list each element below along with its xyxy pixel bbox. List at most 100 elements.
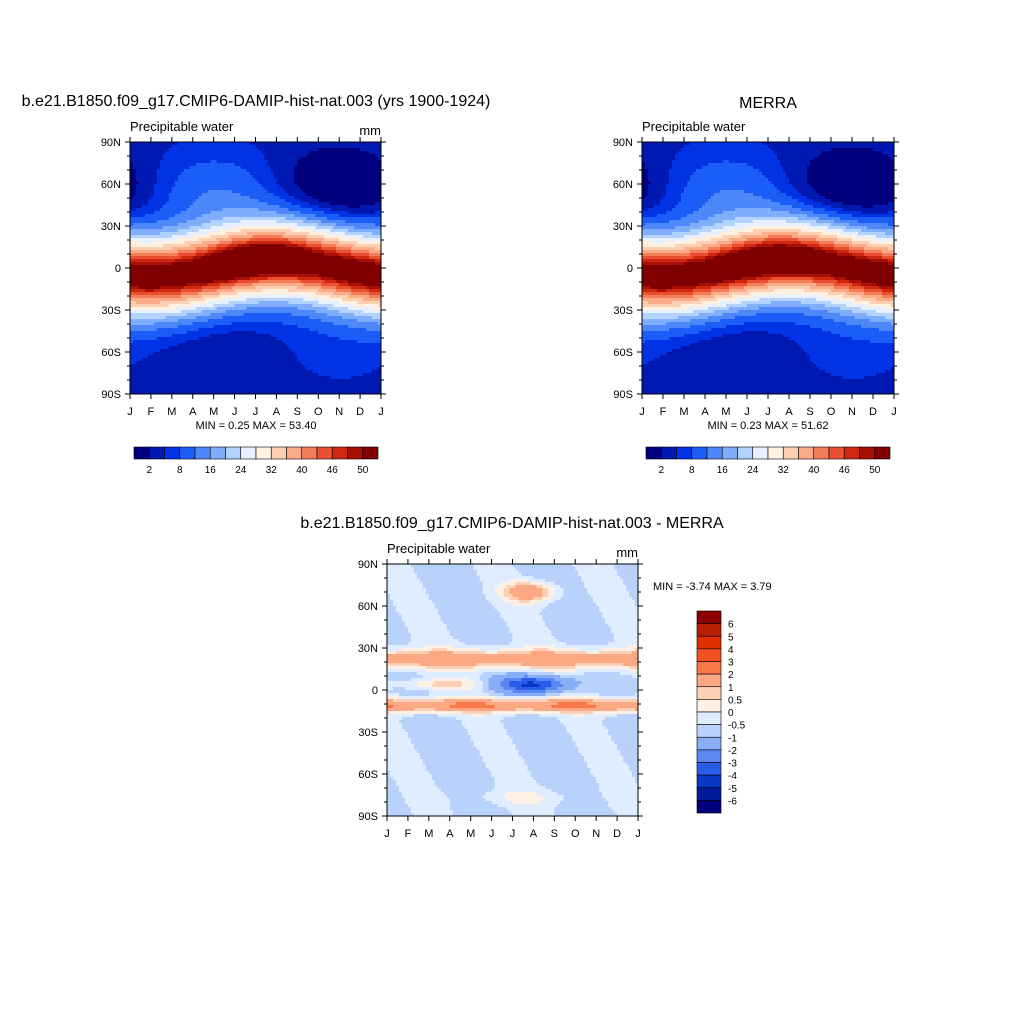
colorbar-label: 24 <box>747 465 759 476</box>
x-tick-label: M <box>167 406 176 418</box>
colorbar-swatch <box>798 446 815 460</box>
colorbar-label: 4 <box>728 645 734 656</box>
y-tick-label: 90N <box>613 137 633 149</box>
y-tick-label: 30N <box>101 221 121 233</box>
colorbar-label: 3 <box>728 658 734 669</box>
colorbar-swatch <box>179 446 196 460</box>
x-tick-label: J <box>635 828 641 840</box>
colorbar-swatch <box>240 446 257 460</box>
x-tick-label: D <box>869 406 877 418</box>
colorbar-swatch <box>696 686 722 700</box>
x-tick-label: N <box>592 828 600 840</box>
y-tick-label: 30N <box>358 643 378 655</box>
y-tick-label: 60S <box>613 347 633 359</box>
colorbar-label: -3 <box>728 759 737 770</box>
x-tick-label: F <box>148 406 155 418</box>
x-tick-label: O <box>314 406 323 418</box>
colorbar-label: -2 <box>728 746 737 757</box>
heatmap-field <box>387 564 638 816</box>
colorbar-label: 2 <box>728 670 734 681</box>
colorbar-swatch <box>164 446 181 460</box>
colorbar-swatch <box>737 446 754 460</box>
colorbar-swatch <box>270 446 287 460</box>
colorbar-swatch <box>874 446 891 460</box>
colorbar-label: 5 <box>728 632 734 643</box>
x-tick-label: N <box>335 406 343 418</box>
colorbar-swatch <box>696 762 722 776</box>
x-tick-label: M <box>721 406 730 418</box>
x-tick-label: M <box>679 406 688 418</box>
colorbar-swatch <box>696 610 722 624</box>
y-tick-label: 60S <box>101 347 121 359</box>
min-max-stats: MIN = -3.74 MAX = 3.79 <box>653 581 772 593</box>
colorbar-swatch <box>255 446 272 460</box>
colorbar-label: -0.5 <box>728 721 746 732</box>
x-tick-label: O <box>571 828 580 840</box>
colorbar-swatch <box>194 446 211 460</box>
variable-label: Precipitable water <box>387 541 491 556</box>
colorbar-label: -5 <box>728 784 737 795</box>
colorbar-swatch <box>813 446 830 460</box>
y-tick-label: 90S <box>101 389 121 401</box>
y-tick-label: 0 <box>372 685 378 697</box>
panel-model: b.e21.B1850.f09_g17.CMIP6-DAMIP-hist-nat… <box>22 93 491 476</box>
x-tick-label: J <box>639 406 645 418</box>
colorbar-swatch <box>225 446 242 460</box>
y-tick-label: 60N <box>613 179 633 191</box>
colorbar-swatch <box>752 446 769 460</box>
y-tick-label: 60S <box>358 769 378 781</box>
min-max-stats: MIN = 0.23 MAX = 51.62 <box>707 420 828 432</box>
y-tick-label: 30S <box>101 305 121 317</box>
x-tick-label: J <box>765 406 771 418</box>
colorbar-label: 46 <box>327 465 339 476</box>
x-tick-label: M <box>424 828 433 840</box>
colorbar-label: 0 <box>728 708 734 719</box>
colorbar-label: 32 <box>778 465 790 476</box>
colorbar-label: 8 <box>177 465 183 476</box>
x-tick-label: F <box>660 406 667 418</box>
colorbar-label: 50 <box>357 465 369 476</box>
colorbar-swatch <box>696 673 722 688</box>
y-tick-label: 0 <box>627 263 633 275</box>
colorbar-swatch <box>706 446 723 460</box>
y-tick-label: 30S <box>613 305 633 317</box>
colorbar-swatch <box>696 711 722 725</box>
colorbar-label: 50 <box>869 465 881 476</box>
colorbar-swatch <box>660 446 677 460</box>
x-tick-label: F <box>405 828 412 840</box>
x-tick-label: J <box>384 828 390 840</box>
colorbar-swatch <box>316 446 333 460</box>
colorbar-swatch <box>696 749 722 763</box>
colorbar-label: 32 <box>266 465 278 476</box>
panel-title: MERRA <box>739 95 797 112</box>
y-tick-label: 90N <box>358 559 378 571</box>
colorbar-swatch <box>133 446 150 460</box>
x-tick-label: J <box>253 406 259 418</box>
x-tick-label: J <box>127 406 133 418</box>
colorbar-label: -1 <box>728 733 737 744</box>
colorbar-swatch <box>209 446 226 460</box>
x-tick-label: N <box>848 406 856 418</box>
y-tick-label: 90N <box>101 137 121 149</box>
x-tick-label: A <box>785 406 793 418</box>
units-label: mm <box>616 545 638 560</box>
panel-title: b.e21.B1850.f09_g17.CMIP6-DAMIP-hist-nat… <box>300 515 724 532</box>
colorbar-swatch <box>696 635 722 650</box>
colorbar-label: 6 <box>728 620 734 631</box>
colorbar-swatch <box>696 648 722 662</box>
colorbar-label: 40 <box>808 465 820 476</box>
y-tick-label: 30S <box>358 727 378 739</box>
x-tick-label: J <box>378 406 384 418</box>
colorbar-label: -4 <box>728 771 737 782</box>
colorbar-label: 16 <box>717 465 729 476</box>
colorbar-swatch <box>148 446 165 460</box>
colorbar-swatch <box>696 800 722 814</box>
y-tick-label: 90S <box>358 811 378 823</box>
x-tick-label: J <box>510 828 516 840</box>
colorbar-label: -6 <box>728 796 737 807</box>
panel-difference: b.e21.B1850.f09_g17.CMIP6-DAMIP-hist-nat… <box>300 515 771 840</box>
colorbar-swatch <box>859 446 876 460</box>
